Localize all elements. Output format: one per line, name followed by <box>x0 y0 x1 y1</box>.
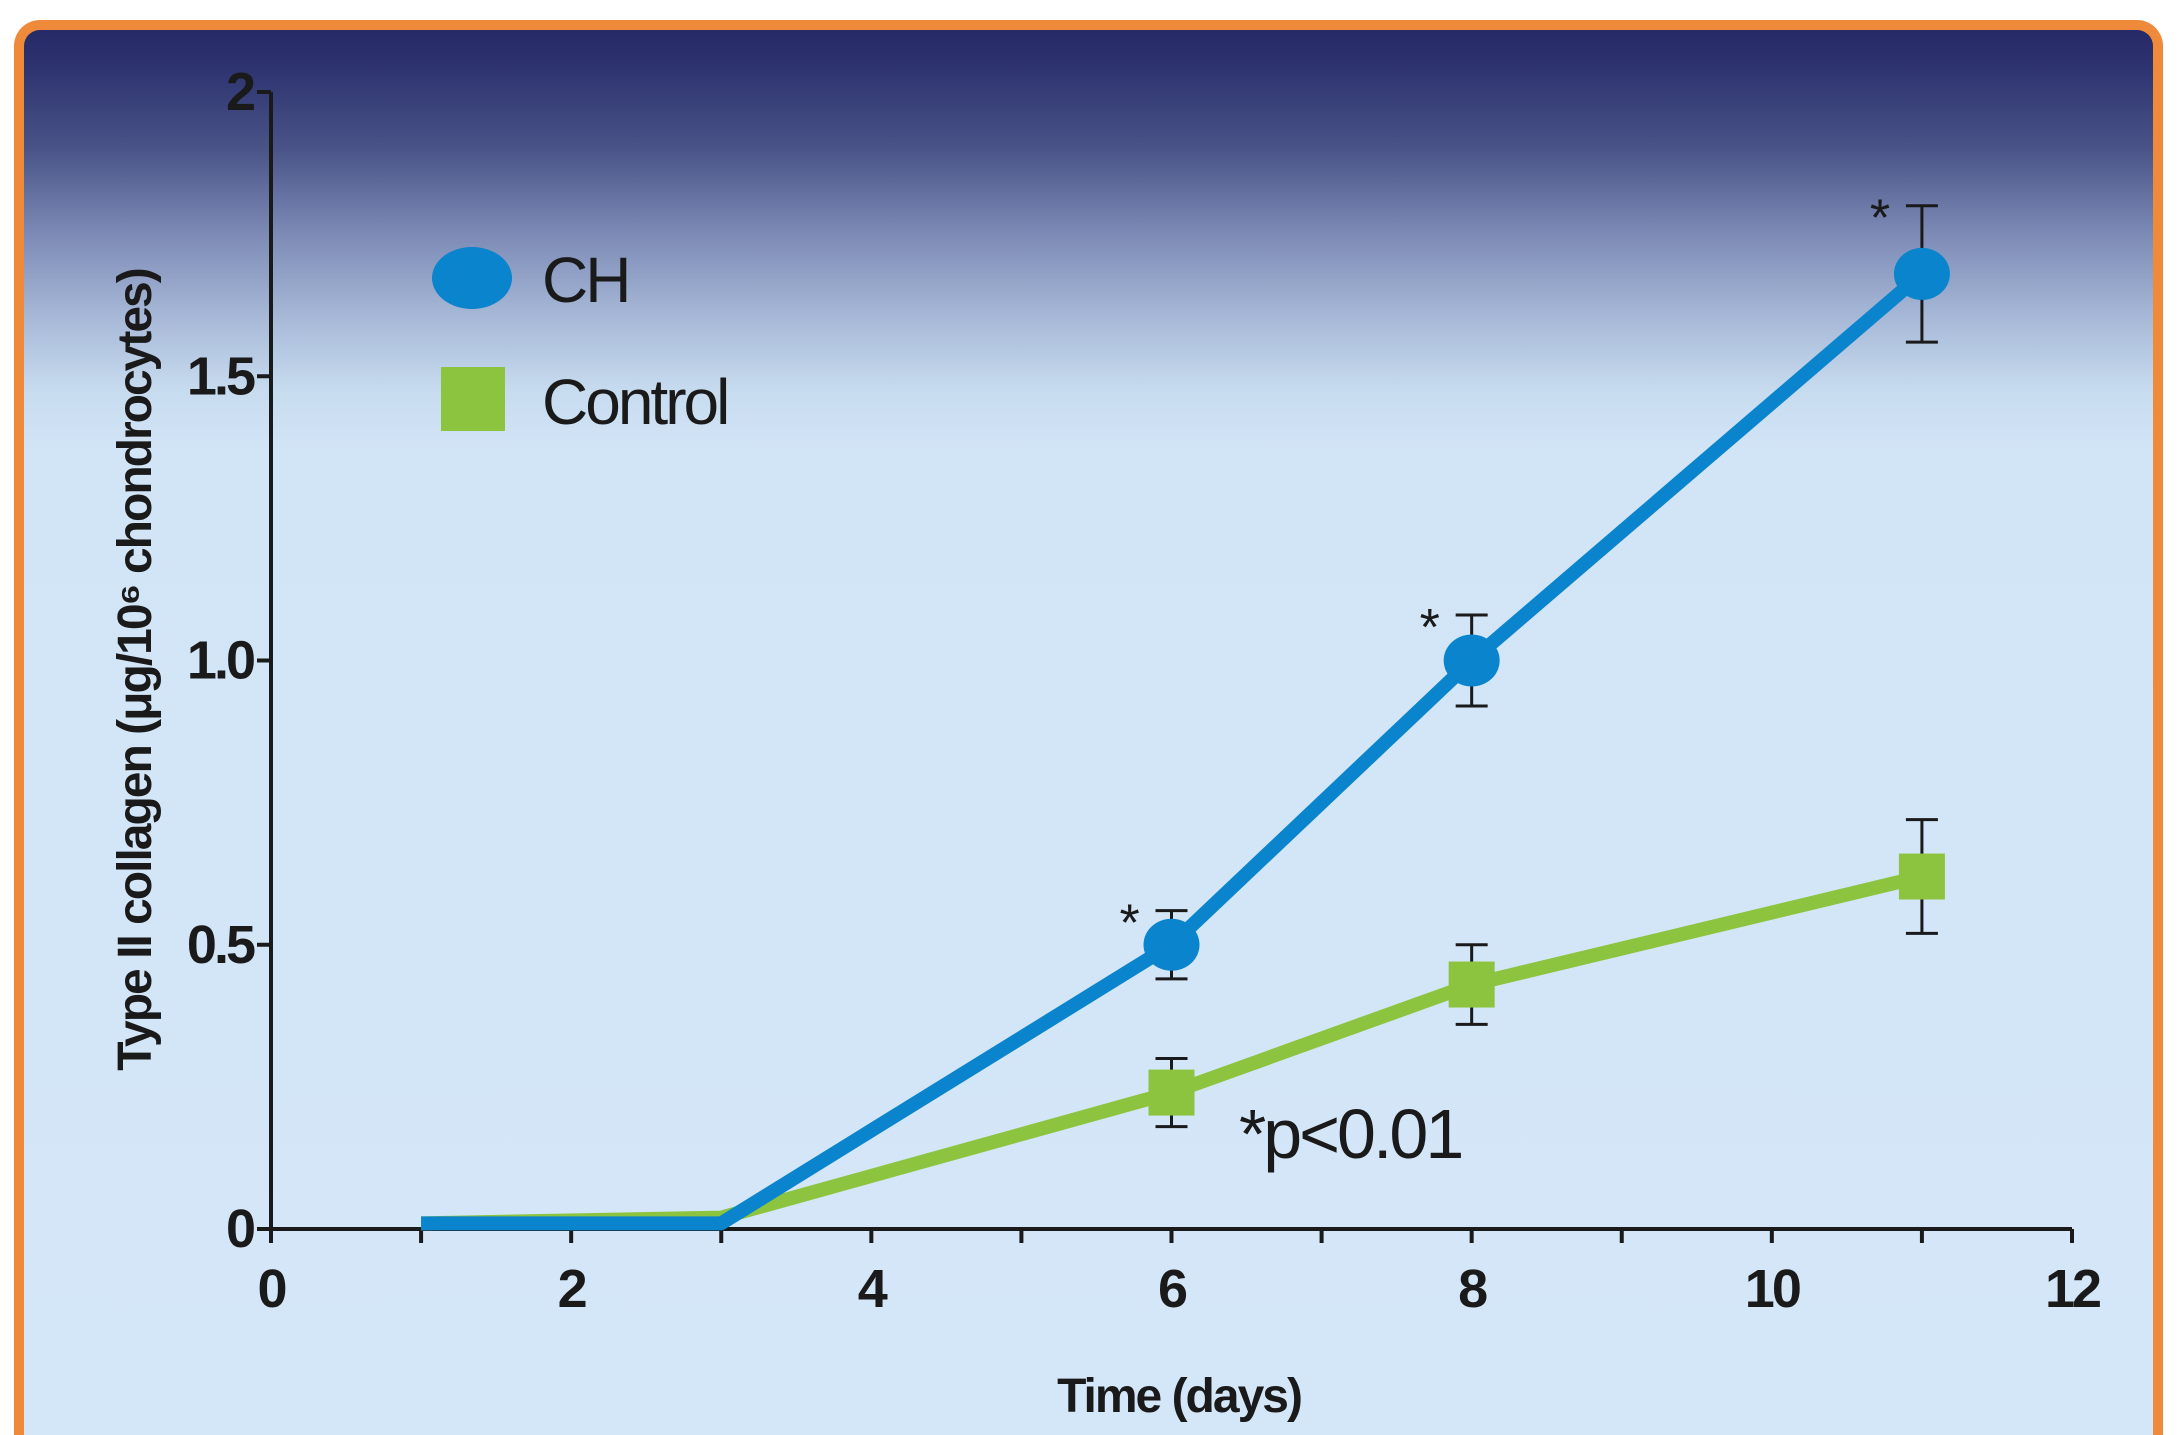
significance-annotation: *p<0.01 <box>1239 1095 1461 1173</box>
axes: 0 0.5 1.0 1.5 2 0 2 4 6 8 10 12 <box>187 62 2103 1319</box>
x-tick-label: 6 <box>1158 1259 1187 1319</box>
x-axis-title: Time (days) <box>1057 1370 1301 1423</box>
y-tick-label: 2 <box>226 62 254 122</box>
y-tick-label: 1.0 <box>187 631 254 691</box>
data-point-circle <box>1893 247 1950 300</box>
x-tick-label: 2 <box>558 1259 586 1319</box>
legend-marker-square <box>441 367 505 431</box>
legend-label: Control <box>542 366 727 438</box>
y-tick-label: 1.5 <box>187 346 255 406</box>
x-tick-label: 4 <box>858 1259 888 1319</box>
legend-item-ch: CH <box>432 244 631 316</box>
legend-item-control: Control <box>441 366 730 438</box>
series-layer: * * * <box>420 190 1950 1231</box>
x-tick-label: 12 <box>2045 1259 2100 1319</box>
y-axis-title: Type II collagen (μg/10⁶ chondrocytes) <box>109 269 162 1070</box>
series-ch: * * * <box>421 190 1950 1231</box>
data-point-square <box>1898 853 1945 900</box>
y-tick-label: 0.5 <box>187 915 255 975</box>
data-point-square <box>1148 1069 1195 1116</box>
y-tick-label: 0 <box>226 1199 254 1259</box>
x-tick-label: 8 <box>1458 1259 1487 1319</box>
legend: CH Control <box>432 244 730 438</box>
data-point-circle <box>1143 918 1200 971</box>
x-tick-label: 10 <box>1745 1259 1800 1319</box>
data-point-circle <box>1443 634 1500 687</box>
significance-star: * <box>1120 895 1140 953</box>
chart-frame: 0 0.5 1.0 1.5 2 0 2 4 6 8 10 12 * * * CH Control Type … <box>14 20 2163 1435</box>
legend-label: CH <box>542 244 628 316</box>
x-tick-label: 0 <box>257 1259 285 1319</box>
significance-star: * <box>1870 190 1890 248</box>
significance-star: * <box>1420 599 1440 657</box>
data-point-square <box>1448 961 1495 1008</box>
legend-marker-circle <box>432 247 512 309</box>
series-control <box>420 818 1945 1231</box>
line-chart: 0 0.5 1.0 1.5 2 0 2 4 6 8 10 12 * * * CH Control Type … <box>109 62 2103 1423</box>
